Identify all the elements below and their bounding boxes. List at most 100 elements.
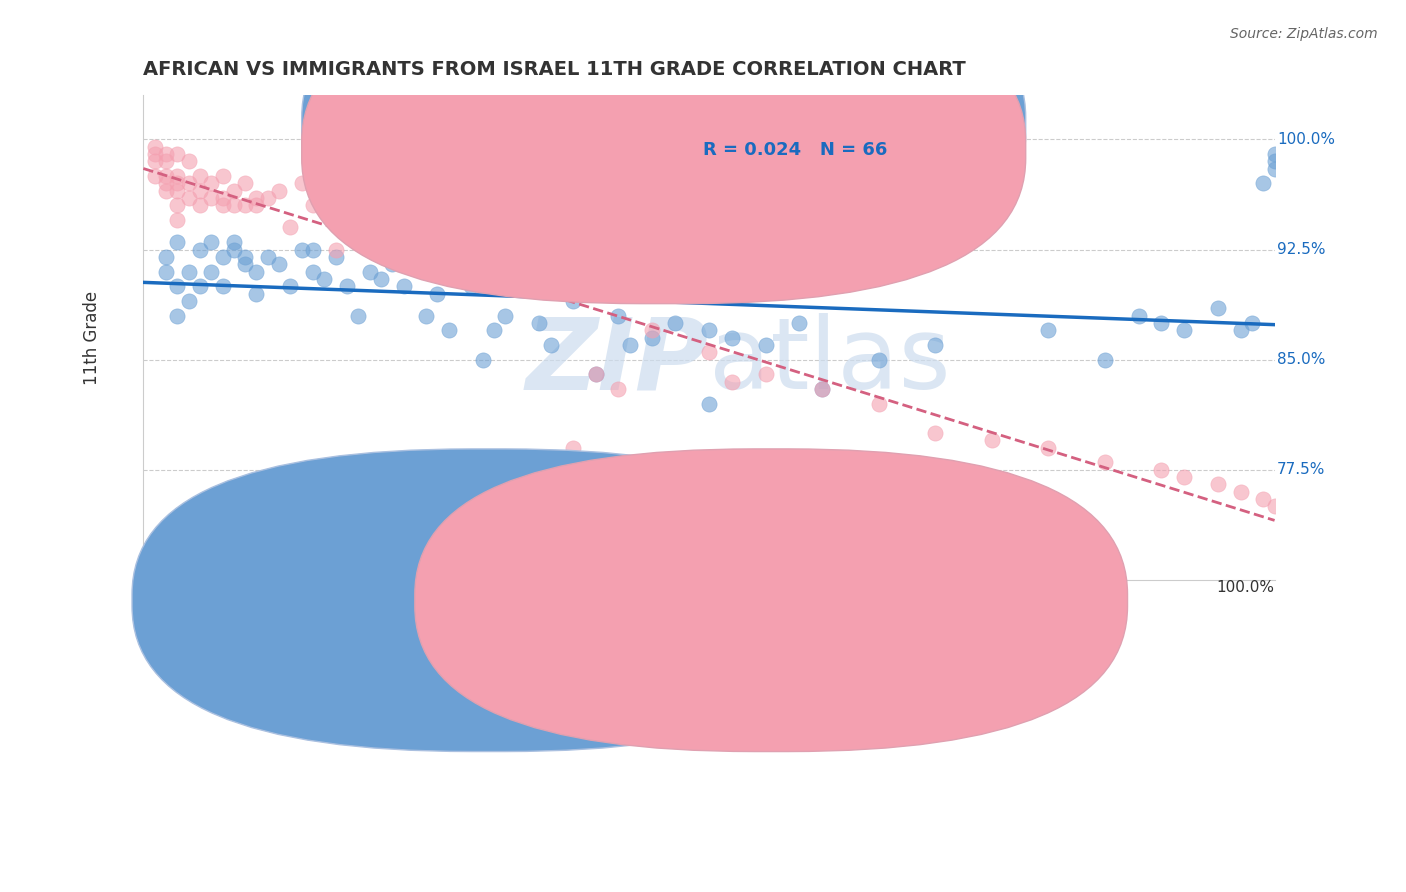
Point — [177, 177, 200, 191]
Point — [540, 338, 562, 352]
Point — [177, 264, 200, 278]
Point — [404, 243, 426, 257]
Point — [924, 425, 946, 440]
Point — [302, 243, 325, 257]
Point — [200, 177, 222, 191]
Point — [720, 375, 742, 389]
Point — [562, 441, 585, 455]
Point — [188, 198, 211, 212]
Point — [585, 368, 607, 382]
Point — [426, 286, 449, 301]
Point — [166, 169, 188, 183]
Point — [166, 184, 188, 198]
Point — [211, 191, 233, 205]
Point — [1128, 309, 1150, 323]
Point — [245, 191, 267, 205]
Point — [166, 235, 188, 249]
Point — [280, 279, 302, 293]
Point — [811, 382, 834, 396]
Point — [449, 257, 471, 271]
FancyBboxPatch shape — [132, 449, 845, 752]
Point — [325, 250, 347, 264]
Point — [155, 154, 177, 169]
Text: Immigrants from Israel: Immigrants from Israel — [806, 591, 995, 609]
Point — [155, 184, 177, 198]
Text: R = 0.267   N = 74: R = 0.267 N = 74 — [703, 117, 887, 135]
Point — [720, 330, 742, 344]
Point — [1229, 484, 1251, 499]
Point — [1206, 477, 1229, 491]
Text: 0.0%: 0.0% — [143, 580, 183, 595]
Point — [280, 220, 302, 235]
Point — [166, 147, 188, 161]
Point — [641, 323, 664, 337]
Point — [359, 264, 381, 278]
Point — [1173, 470, 1195, 484]
Point — [267, 184, 290, 198]
Point — [370, 272, 392, 286]
Point — [1038, 323, 1060, 337]
Point — [980, 528, 1002, 542]
Point — [392, 279, 415, 293]
Point — [347, 309, 370, 323]
Point — [980, 434, 1002, 448]
Text: R = 0.024   N = 66: R = 0.024 N = 66 — [703, 141, 887, 159]
Point — [517, 279, 540, 293]
Point — [256, 250, 278, 264]
Point — [336, 279, 359, 293]
Point — [155, 250, 177, 264]
Point — [200, 264, 222, 278]
Point — [188, 243, 211, 257]
Text: Africans: Africans — [522, 591, 589, 609]
Point — [868, 396, 890, 410]
Text: 100.0%: 100.0% — [1216, 580, 1275, 595]
Point — [166, 177, 188, 191]
Point — [302, 264, 325, 278]
Point — [256, 191, 278, 205]
Point — [245, 286, 267, 301]
Point — [177, 293, 200, 308]
Point — [1150, 462, 1173, 476]
Point — [946, 484, 969, 499]
Point — [211, 169, 233, 183]
Point — [619, 338, 641, 352]
Point — [415, 264, 437, 278]
Point — [1094, 352, 1116, 367]
Point — [155, 169, 177, 183]
Point — [245, 198, 267, 212]
Text: ZIP: ZIP — [526, 313, 709, 410]
Text: 11th Grade: 11th Grade — [83, 291, 101, 384]
Point — [482, 323, 505, 337]
Text: atlas: atlas — [709, 313, 950, 410]
Point — [1251, 177, 1274, 191]
Point — [460, 279, 482, 293]
Point — [607, 382, 630, 396]
Point — [233, 177, 256, 191]
Point — [325, 243, 347, 257]
Text: 85.0%: 85.0% — [1277, 352, 1326, 367]
Point — [924, 338, 946, 352]
Point — [143, 147, 166, 161]
Point — [143, 169, 166, 183]
Point — [177, 154, 200, 169]
Point — [641, 330, 664, 344]
Point — [1206, 301, 1229, 316]
Point — [200, 235, 222, 249]
Point — [222, 184, 245, 198]
Text: 100.0%: 100.0% — [1277, 132, 1334, 147]
Point — [200, 191, 222, 205]
Point — [1251, 491, 1274, 506]
Point — [529, 250, 551, 264]
Point — [1264, 500, 1286, 514]
Point — [1173, 323, 1195, 337]
Point — [754, 368, 776, 382]
Point — [302, 198, 325, 212]
Point — [166, 213, 188, 227]
Point — [336, 213, 359, 227]
Point — [267, 257, 290, 271]
Point — [697, 396, 720, 410]
Point — [155, 147, 177, 161]
Point — [314, 272, 336, 286]
Point — [177, 191, 200, 205]
FancyBboxPatch shape — [415, 449, 1128, 752]
